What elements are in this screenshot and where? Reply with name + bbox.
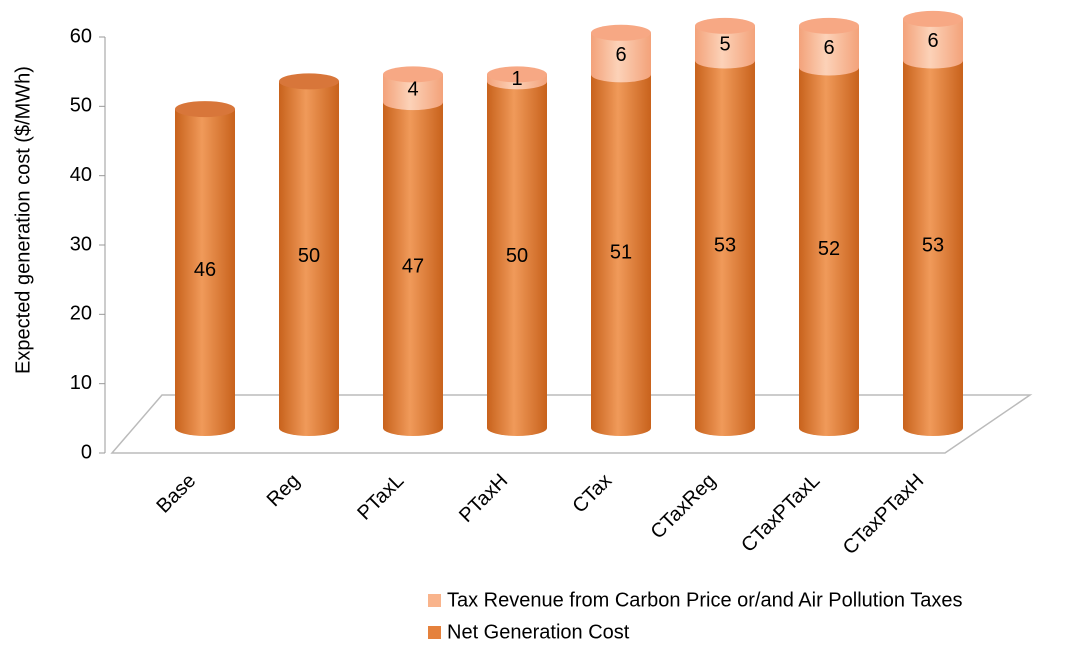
cylinder [383, 102, 443, 436]
value-label: 4 [407, 79, 418, 101]
cylinder-top [591, 24, 651, 41]
cylinder [175, 109, 235, 437]
value-label: 51 [610, 241, 632, 263]
cylinder-top [487, 66, 547, 83]
legend-label: Net Generation Cost [447, 621, 630, 643]
value-label: 46 [194, 259, 216, 281]
y-tick-label: 0 [81, 441, 92, 463]
value-label: 1 [511, 68, 522, 90]
x-tick-label: PTaxL [353, 470, 408, 525]
value-label: 53 [922, 235, 944, 257]
value-label: 52 [818, 238, 840, 260]
cylinder-top [903, 10, 963, 27]
cylinder [591, 74, 651, 437]
value-label: 47 [402, 255, 424, 277]
cylinder [487, 81, 547, 436]
y-axis-label: Expected generation cost ($/MWh) [12, 66, 34, 374]
x-tick-label: CTax [568, 470, 616, 518]
value-label: 6 [927, 30, 938, 52]
cylinder-top [799, 17, 859, 34]
y-tick-label: 50 [70, 95, 92, 117]
cylinder [383, 74, 443, 111]
x-tick-label: PTaxH [455, 470, 512, 527]
cylinder [591, 32, 651, 83]
legend-label: Tax Revenue from Carbon Price or/and Air… [447, 589, 962, 611]
legend-swatch [428, 594, 441, 607]
y-tick-label: 40 [70, 164, 92, 186]
x-tick-label: CTaxReg [647, 470, 721, 544]
cylinder [695, 25, 755, 69]
cylinder-top [175, 101, 235, 118]
value-label: 6 [615, 44, 626, 66]
cylinder-top [695, 17, 755, 34]
cylinder-top [383, 66, 443, 83]
value-label: 50 [506, 245, 528, 267]
x-tick-label: CTaxPTaxL [737, 470, 824, 557]
cylinder-top [279, 73, 339, 90]
value-label: 6 [823, 37, 834, 59]
cylinder [279, 81, 339, 436]
cylinder [695, 60, 755, 437]
cylinder [903, 18, 963, 69]
x-tick-label: Base [152, 470, 200, 518]
legend-swatch [428, 626, 441, 639]
y-tick-label: 60 [70, 25, 92, 47]
floor [110, 394, 1033, 454]
value-label: 53 [714, 235, 736, 257]
y-tick-label: 30 [70, 233, 92, 255]
cylinder [799, 67, 859, 436]
x-tick-label: CTaxPTaxH [839, 470, 928, 559]
value-label: 50 [298, 245, 320, 267]
cylinder [903, 60, 963, 437]
value-label: 5 [719, 33, 730, 55]
y-tick-label: 20 [70, 303, 92, 325]
cylinder [799, 25, 859, 76]
x-tick-label: Reg [263, 470, 305, 512]
y-tick-label: 10 [70, 372, 92, 394]
